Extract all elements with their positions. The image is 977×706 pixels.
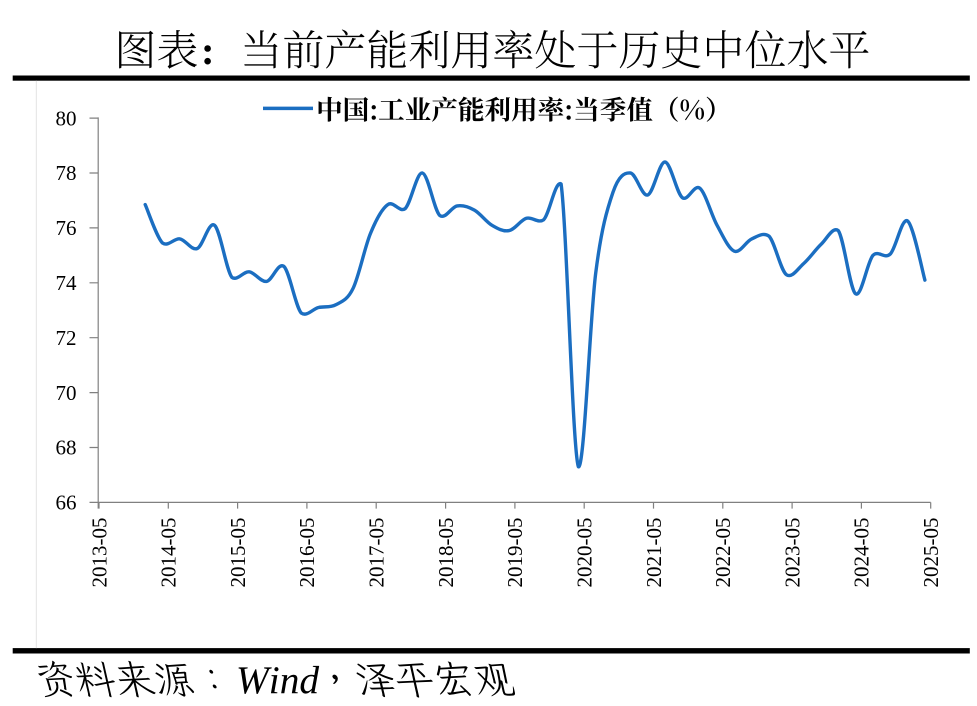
svg-text:72: 72: [56, 326, 77, 350]
svg-text:2020-05: 2020-05: [573, 518, 597, 588]
svg-text:2021-05: 2021-05: [642, 518, 666, 588]
svg-text:2018-05: 2018-05: [434, 518, 458, 588]
svg-text:78: 78: [56, 161, 77, 185]
svg-text:2022-05: 2022-05: [711, 518, 735, 588]
svg-text:2015-05: 2015-05: [226, 518, 250, 588]
svg-text:76: 76: [56, 216, 77, 240]
svg-text:2013-05: 2013-05: [87, 518, 111, 588]
svg-text:2019-05: 2019-05: [503, 518, 527, 588]
svg-text:68: 68: [56, 436, 77, 460]
svg-text:2023-05: 2023-05: [780, 518, 804, 588]
svg-text:2024-05: 2024-05: [850, 518, 874, 588]
svg-text:2017-05: 2017-05: [365, 518, 389, 588]
svg-text:2016-05: 2016-05: [295, 518, 319, 588]
svg-text:80: 80: [56, 106, 77, 130]
svg-text:2014-05: 2014-05: [157, 518, 181, 588]
svg-text:74: 74: [56, 271, 78, 295]
svg-text:2025-05: 2025-05: [919, 518, 943, 588]
svg-text:66: 66: [56, 491, 77, 515]
svg-text:70: 70: [56, 381, 77, 405]
